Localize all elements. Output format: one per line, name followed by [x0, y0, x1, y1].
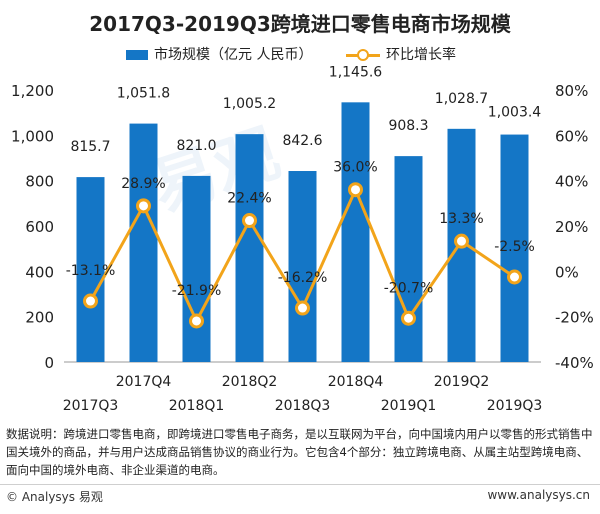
bar-value-label: 1,005.2	[223, 96, 276, 112]
x-tick-label: 2019Q3	[487, 398, 543, 414]
legend-line-swatch	[346, 49, 380, 61]
y-right-tick-label: 40%	[555, 173, 588, 191]
chart-title: 2017Q3-2019Q3跨境进口零售电商市场规模	[89, 12, 511, 36]
bar	[235, 134, 264, 362]
bar-value-label: 908.3	[388, 118, 428, 134]
growth-point	[189, 313, 204, 329]
footer-brand: © Analysys 易观	[6, 490, 103, 504]
y-left-tick-label: 1,200	[11, 82, 54, 100]
growth-point	[295, 300, 310, 316]
legend-line-label: 环比增长率	[386, 47, 456, 63]
y-left-tick-label: 1,000	[11, 127, 54, 145]
x-tick-label: 2018Q3	[275, 398, 331, 414]
bar-value-label: 1,003.4	[488, 105, 542, 121]
bar-value-label: 842.6	[282, 133, 322, 149]
growth-value-label: 36.0%	[333, 160, 377, 176]
legend-bar-label: 市场规模（亿元 人民币）	[154, 47, 313, 63]
growth-point	[136, 198, 151, 214]
x-tick-label: 2018Q4	[328, 374, 384, 390]
y-left-tick-label: 800	[25, 173, 54, 191]
growth-point	[454, 233, 469, 249]
y-right-tick-label: 20%	[555, 218, 588, 236]
bar-value-label: 1,051.8	[117, 86, 170, 102]
x-tick-label: 2018Q2	[222, 374, 278, 390]
legend-item-line: 环比增长率	[346, 44, 456, 64]
y-left-tick-label: 0	[44, 354, 54, 372]
y-right-tick-label: 80%	[555, 82, 588, 100]
bar	[76, 177, 105, 362]
bar	[341, 102, 370, 363]
y-right-tick-label: -40%	[555, 354, 594, 372]
growth-point	[401, 310, 416, 326]
x-tick-label: 2018Q1	[169, 398, 225, 414]
chart-canvas: 0 200 400 600 800 1,000 1,200 -40% -20% 0% 20% 40% 6…	[11, 64, 594, 414]
bar-value-label: 1,028.7	[435, 91, 488, 107]
y-left-tick-label: 200	[25, 309, 54, 327]
legend-item-bar: 市场规模（亿元 人民币）	[126, 44, 312, 64]
footer-url: www.analysys.cn	[487, 488, 590, 502]
bar	[129, 123, 158, 362]
x-tick-label: 2019Q1	[381, 398, 437, 414]
bar	[182, 175, 211, 362]
x-tick-label: 2019Q2	[434, 374, 490, 390]
growth-value-label: -16.2%	[278, 270, 328, 286]
bar-value-label: 1,145.6	[329, 64, 383, 80]
y-left-tick-label: 400	[25, 263, 54, 281]
y-right-tick-label: 0%	[555, 263, 579, 281]
growth-value-label: 13.3%	[439, 211, 483, 227]
x-tick-label: 2017Q3	[63, 398, 119, 414]
growth-point	[507, 269, 522, 285]
bar	[394, 156, 423, 362]
y-left-tick-label: 600	[25, 218, 54, 236]
growth-value-label: -20.7%	[384, 280, 434, 296]
x-tick-label: 2017Q4	[116, 374, 172, 390]
bar-value-label: 821.0	[176, 138, 216, 154]
growth-point	[83, 293, 98, 309]
bar-value-label: 815.7	[70, 139, 110, 155]
y-right-tick-label: 60%	[555, 127, 588, 145]
legend-bar-swatch	[126, 50, 148, 60]
growth-value-label: 28.9%	[121, 176, 165, 192]
growth-point	[348, 182, 363, 198]
legend: 市场规模（亿元 人民币） 环比增长率	[0, 44, 600, 66]
growth-point	[242, 213, 257, 229]
footer-bar	[0, 484, 600, 514]
bar	[288, 171, 317, 362]
data-note: 数据说明：跨境进口零售电商，即跨境进口零售电子商务，是以互联网为平台，向中国境内…	[6, 427, 593, 477]
bar	[500, 134, 529, 362]
growth-value-label: -2.5%	[494, 239, 535, 255]
growth-value-label: -21.9%	[172, 283, 222, 299]
y-right-tick-label: -20%	[555, 309, 594, 327]
growth-value-label: 22.4%	[227, 191, 271, 207]
growth-value-label: -13.1%	[66, 263, 116, 279]
